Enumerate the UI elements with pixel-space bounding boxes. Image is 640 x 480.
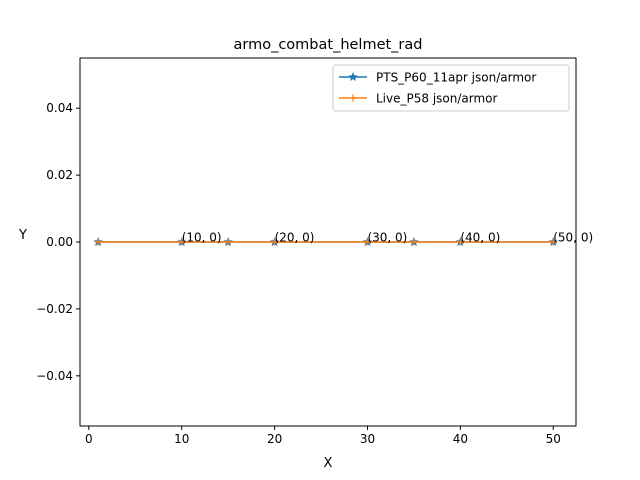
legend-marker (348, 71, 358, 82)
data-point (456, 238, 464, 246)
data-point (94, 238, 102, 246)
point-annotation: (40, 0) (460, 231, 500, 245)
x-tick-label: 0 (85, 432, 93, 446)
y-axis-label: Y (18, 228, 27, 243)
point-annotation: (20, 0) (275, 231, 315, 245)
y-tick-label: 0.00 (46, 235, 73, 249)
data-point (363, 238, 371, 246)
annotations: (10, 0) (20, 0) (30, 0) (40, 0) (50, 0) (182, 231, 593, 245)
data-point (410, 238, 418, 246)
x-axis-label: X (324, 456, 333, 471)
point-annotation: (30, 0) (367, 231, 407, 245)
y-tick-label: 0.02 (46, 168, 73, 182)
data-point (178, 238, 186, 246)
point-annotation: (50, 0) (553, 231, 593, 245)
x-tick-label: 10 (174, 432, 189, 446)
legend-label: Live_P58 json/armor (376, 92, 498, 106)
point-annotation: (10, 0) (182, 231, 222, 245)
chart-title: armo_combat_helmet_rad (233, 37, 422, 53)
series-2 (94, 238, 557, 246)
data-point (549, 238, 557, 246)
x-tick-label: 30 (360, 432, 375, 446)
data-point (224, 238, 232, 246)
x-tick-label: 50 (546, 432, 561, 446)
legend-box (332, 64, 570, 112)
legend-label: PTS_P60_11apr json/armor (376, 71, 536, 85)
x-tick-label: 40 (453, 432, 468, 446)
x-tick-label: 20 (267, 432, 282, 446)
y-tick-label: −0.02 (36, 302, 73, 316)
y-tick-label: 0.04 (46, 101, 73, 115)
legend-marker (349, 94, 357, 102)
y-tick-label: −0.04 (36, 369, 73, 383)
data-point (271, 238, 279, 246)
